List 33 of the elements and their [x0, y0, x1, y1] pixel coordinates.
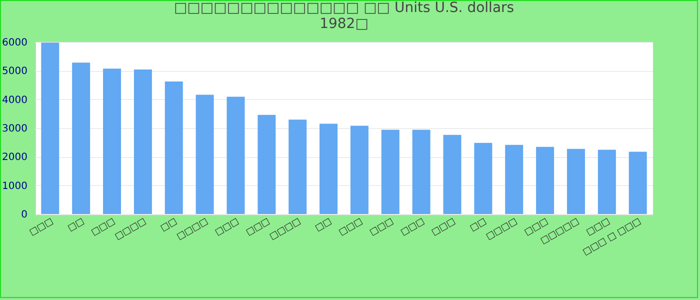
bar [598, 150, 616, 214]
bar [41, 42, 60, 214]
x-tick-label: □□ [66, 216, 86, 234]
y-tick-label: 3000 [2, 124, 28, 134]
bar [536, 146, 554, 214]
bar [226, 96, 245, 214]
y-tick-label: 0 [21, 210, 28, 220]
y-tick-label: 5000 [2, 66, 28, 78]
bar [103, 68, 122, 214]
chart-title: □□□□□□□□□□□□□□ □□ Units U.S. dollars [174, 0, 514, 16]
bar [288, 120, 307, 214]
bar [350, 126, 368, 214]
y-tick-label: 6000 [2, 38, 28, 48]
bar [72, 62, 90, 214]
bar [164, 82, 183, 214]
bar [474, 142, 492, 214]
bar [320, 124, 338, 214]
bar [258, 114, 276, 214]
bar [134, 70, 152, 214]
x-tick-label: □□ [314, 216, 334, 234]
chart-subtitle: 1982□ [320, 16, 368, 32]
bar [381, 130, 400, 214]
y-tick-label: 1000 [2, 180, 28, 192]
y-tick-label: 4000 [2, 94, 28, 106]
x-tick-label: □□ [468, 216, 488, 234]
bar [443, 134, 462, 214]
bar [412, 130, 430, 214]
x-tick-label: □□ [159, 216, 179, 234]
bar [566, 148, 585, 214]
y-tick-label: 2000 [2, 152, 28, 164]
bar [628, 152, 647, 214]
bar [196, 94, 214, 214]
bar [505, 144, 524, 214]
